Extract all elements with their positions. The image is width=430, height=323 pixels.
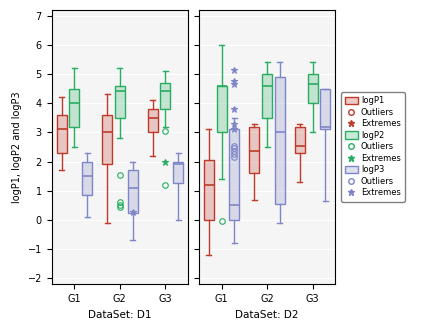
PathPatch shape	[262, 74, 272, 118]
Legend: logP1, Outliers, Extremes, logP2, Outliers, Extremes, logP3, Outliers, Extremes: logP1, Outliers, Extremes, logP2, Outlie…	[341, 92, 405, 202]
PathPatch shape	[102, 115, 112, 164]
PathPatch shape	[160, 83, 170, 109]
X-axis label: DataSet: D2: DataSet: D2	[236, 309, 299, 319]
PathPatch shape	[115, 86, 125, 118]
PathPatch shape	[69, 89, 80, 127]
PathPatch shape	[275, 77, 285, 204]
PathPatch shape	[249, 127, 259, 173]
Y-axis label: logP1, logP2 and logP3: logP1, logP2 and logP3	[12, 91, 22, 203]
PathPatch shape	[295, 127, 305, 153]
PathPatch shape	[57, 115, 67, 153]
PathPatch shape	[173, 162, 183, 183]
PathPatch shape	[217, 86, 227, 132]
PathPatch shape	[230, 130, 240, 220]
X-axis label: DataSet: D1: DataSet: D1	[88, 309, 151, 319]
PathPatch shape	[320, 89, 330, 130]
PathPatch shape	[204, 160, 214, 220]
PathPatch shape	[307, 74, 318, 103]
PathPatch shape	[147, 109, 157, 132]
PathPatch shape	[82, 162, 92, 195]
PathPatch shape	[128, 170, 138, 213]
